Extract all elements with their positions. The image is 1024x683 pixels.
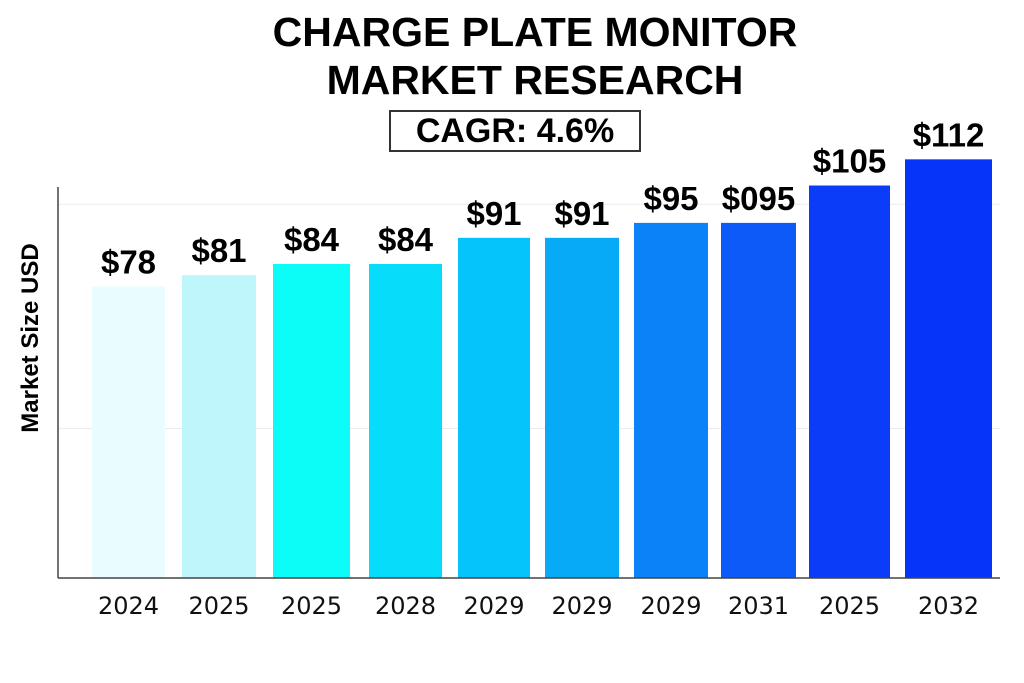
bar-value-label: $112 bbox=[913, 116, 985, 153]
bar-value-label: $84 bbox=[378, 221, 434, 258]
axes bbox=[57, 187, 1000, 579]
bar bbox=[458, 237, 530, 579]
bar bbox=[369, 264, 442, 578]
bar-value-label: $95 bbox=[643, 180, 698, 217]
x-tick-label: 2028 bbox=[375, 592, 436, 620]
bar-value-label: $105 bbox=[813, 143, 886, 180]
bar-value-label: $91 bbox=[466, 195, 521, 232]
x-tick-label: 2032 bbox=[918, 592, 979, 620]
bar-value-label: $81 bbox=[191, 232, 246, 269]
bar bbox=[905, 159, 992, 579]
bar bbox=[545, 237, 619, 579]
chart-title: CHARGE PLATE MONITOR MARKET RESEARCH bbox=[0, 8, 1024, 104]
x-tick-label: 2031 bbox=[728, 592, 789, 620]
x-tick-label: 2029 bbox=[551, 592, 612, 620]
x-tick-label: 2025 bbox=[819, 592, 880, 620]
bar-value-label: $78 bbox=[101, 243, 156, 280]
bar-value-label: $91 bbox=[554, 195, 609, 232]
x-tick-label: 2024 bbox=[98, 592, 159, 620]
bar bbox=[182, 275, 256, 578]
bar bbox=[809, 185, 890, 578]
x-tick-label: 2029 bbox=[640, 592, 701, 620]
data-labels: $78 $81 $84 $84 $91 $91 $95 $095 $105 $112 bbox=[101, 116, 984, 280]
bar-value-label: $095 bbox=[722, 180, 795, 217]
bar bbox=[92, 286, 165, 578]
bar-value-label: $84 bbox=[284, 221, 340, 258]
x-tick-labels: 2024 2025 2025 2028 2029 2029 2029 2031 2025 2032 bbox=[98, 592, 979, 620]
bar bbox=[273, 264, 350, 578]
cagr-badge: CAGR: 4.6% bbox=[389, 110, 641, 152]
bar bbox=[721, 222, 796, 578]
chart-title-line-1: CHARGE PLATE MONITOR bbox=[272, 9, 798, 55]
x-tick-label: 2025 bbox=[281, 592, 342, 620]
chart-title-line-2: MARKET RESEARCH bbox=[326, 57, 744, 103]
bars bbox=[92, 159, 992, 579]
x-tick-label: 2025 bbox=[188, 592, 249, 620]
x-tick-label: 2029 bbox=[463, 592, 524, 620]
bar bbox=[634, 222, 708, 578]
